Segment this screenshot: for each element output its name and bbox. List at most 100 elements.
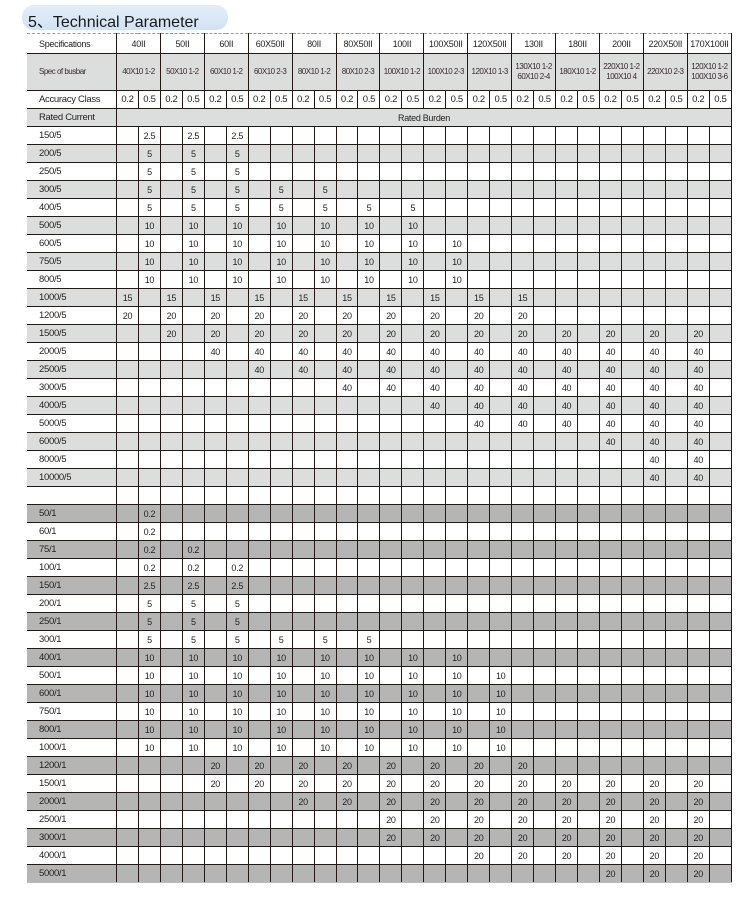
burden-cell bbox=[577, 594, 600, 613]
burden-cell bbox=[598, 468, 622, 487]
burden-cell bbox=[247, 738, 271, 757]
busbar-spec: 100X10 2-3 bbox=[423, 53, 469, 91]
accuracy-class: 0.2 bbox=[598, 90, 622, 109]
burden-cell bbox=[620, 612, 644, 631]
burden-cell: 20 bbox=[423, 810, 447, 829]
burden-cell bbox=[489, 774, 513, 793]
burden-cell bbox=[291, 270, 315, 289]
burden-cell bbox=[642, 252, 666, 271]
burden-cell bbox=[445, 180, 469, 199]
burden-cell bbox=[137, 342, 161, 361]
burden-cell bbox=[467, 450, 491, 469]
table-row: 400/5 5 5 5 5 5 5 5 bbox=[27, 198, 733, 217]
burden-cell: 10 bbox=[357, 738, 381, 757]
burden-cell bbox=[401, 504, 425, 523]
burden-cell bbox=[467, 198, 491, 217]
burden-cell bbox=[269, 162, 293, 181]
burden-cell bbox=[511, 648, 535, 667]
burden-cell bbox=[181, 756, 205, 775]
burden-cell: 20 bbox=[379, 774, 403, 793]
burden-cell: 20 bbox=[467, 774, 491, 793]
burden-cell: 5 bbox=[225, 630, 249, 649]
burden-cell bbox=[159, 486, 183, 505]
burden-cell bbox=[379, 576, 403, 595]
burden-cell bbox=[379, 558, 403, 577]
burden-cell bbox=[203, 486, 227, 505]
burden-cell bbox=[137, 324, 161, 343]
burden-cell bbox=[598, 180, 622, 199]
burden-cell bbox=[533, 324, 557, 343]
burden-cell bbox=[708, 738, 733, 757]
burden-cell: 20 bbox=[116, 306, 139, 325]
burden-cell bbox=[401, 288, 425, 307]
burden-cell bbox=[379, 666, 403, 685]
burden-cell bbox=[708, 324, 733, 343]
burden-cell bbox=[379, 504, 403, 523]
burden-cell bbox=[357, 792, 381, 811]
burden-cell: 40 bbox=[291, 360, 315, 379]
burden-cell bbox=[511, 270, 535, 289]
burden-cell bbox=[445, 360, 469, 379]
burden-cell bbox=[620, 594, 644, 613]
burden-cell: 20 bbox=[511, 324, 535, 343]
burden-cell bbox=[247, 810, 271, 829]
burden-cell bbox=[533, 288, 557, 307]
burden-cell bbox=[620, 576, 644, 595]
table-row: 600/5 10 10 10 10 10 10 10 10 bbox=[27, 234, 733, 253]
burden-cell bbox=[686, 576, 710, 595]
burden-cell bbox=[511, 126, 535, 145]
burden-cell bbox=[203, 810, 227, 829]
burden-cell: 40 bbox=[642, 450, 666, 469]
burden-cell bbox=[577, 648, 600, 667]
section-title-banner: 5、Technical Parameter bbox=[22, 5, 228, 31]
rated-current: 300/5 bbox=[27, 180, 117, 199]
table-row: 100/1 0.2 0.2 0.2 bbox=[27, 558, 733, 577]
burden-cell bbox=[269, 450, 293, 469]
burden-cell bbox=[445, 162, 469, 181]
burden-cell bbox=[489, 648, 513, 667]
burden-cell bbox=[511, 432, 535, 451]
burden-cell bbox=[577, 504, 600, 523]
burden-cell: 10 bbox=[313, 702, 337, 721]
burden-cell bbox=[598, 504, 622, 523]
burden-cell bbox=[423, 216, 447, 235]
burden-cell: 5 bbox=[137, 180, 161, 199]
technical-parameter-table: Specifications 40II 50II 60II 60X50II 80II 80X… bbox=[27, 33, 733, 883]
burden-cell bbox=[686, 144, 710, 163]
burden-cell bbox=[620, 702, 644, 721]
burden-cell bbox=[686, 540, 710, 559]
busbar-spec: 50X10 1-2 bbox=[159, 53, 205, 91]
burden-cell bbox=[577, 450, 600, 469]
burden-cell bbox=[598, 594, 622, 613]
burden-cell bbox=[708, 522, 733, 541]
burden-cell bbox=[708, 864, 733, 883]
burden-cell bbox=[159, 378, 183, 397]
burden-cell bbox=[489, 414, 513, 433]
burden-cell bbox=[664, 738, 688, 757]
rated-current: 1500/5 bbox=[27, 324, 117, 343]
burden-cell bbox=[533, 198, 557, 217]
burden-cell bbox=[137, 828, 161, 847]
burden-cell bbox=[489, 378, 513, 397]
burden-cell bbox=[642, 648, 666, 667]
burden-cell bbox=[598, 558, 622, 577]
burden-cell bbox=[686, 756, 710, 775]
table-row: 5000/1 20 20 20 bbox=[27, 864, 733, 883]
burden-cell bbox=[708, 792, 733, 811]
burden-cell bbox=[533, 630, 557, 649]
burden-cell bbox=[489, 162, 513, 181]
rated-current: 750/1 bbox=[27, 702, 117, 721]
burden-cell bbox=[664, 846, 688, 865]
burden-cell bbox=[708, 432, 733, 451]
burden-cell bbox=[489, 504, 513, 523]
burden-cell bbox=[181, 432, 205, 451]
burden-cell: 5 bbox=[225, 162, 249, 181]
burden-cell bbox=[489, 180, 513, 199]
burden-cell bbox=[598, 252, 622, 271]
burden-cell: 20 bbox=[642, 828, 666, 847]
burden-cell bbox=[708, 594, 733, 613]
burden-cell bbox=[291, 180, 315, 199]
burden-cell bbox=[664, 126, 688, 145]
burden-cell bbox=[555, 720, 579, 739]
table-row: 60/1 0.2 bbox=[27, 522, 733, 541]
